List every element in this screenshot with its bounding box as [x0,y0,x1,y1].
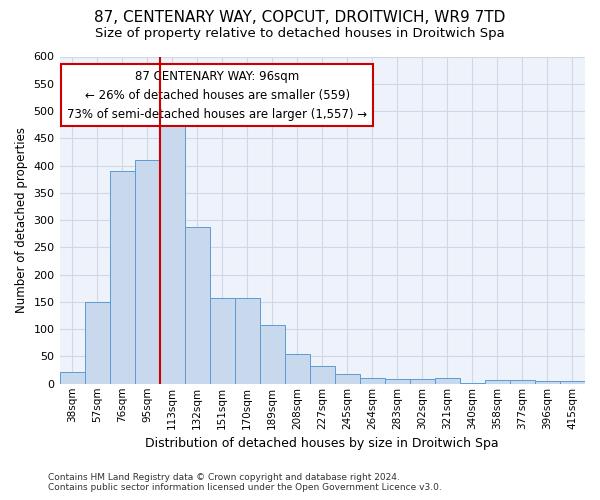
Bar [85,302,110,384]
Bar [535,381,560,384]
Bar [110,171,134,384]
X-axis label: Distribution of detached houses by size in Droitwich Spa: Distribution of detached houses by size … [145,437,499,450]
Text: 87 CENTENARY WAY: 96sqm
← 26% of detached houses are smaller (559)
73% of semi-d: 87 CENTENARY WAY: 96sqm ← 26% of detache… [67,70,367,120]
Bar [185,226,209,384]
Bar [160,114,185,384]
Text: Size of property relative to detached houses in Droitwich Spa: Size of property relative to detached ho… [95,28,505,40]
Bar [510,380,535,384]
Bar [335,374,360,384]
Bar [435,378,460,384]
Text: Contains HM Land Registry data © Crown copyright and database right 2024.
Contai: Contains HM Land Registry data © Crown c… [48,473,442,492]
Bar [485,380,510,384]
Bar [410,380,435,384]
Bar [209,298,235,384]
Y-axis label: Number of detached properties: Number of detached properties [15,127,28,313]
Bar [59,372,85,384]
Bar [360,378,385,384]
Bar [134,160,160,384]
Bar [260,325,285,384]
Bar [310,366,335,384]
Bar [285,354,310,384]
Bar [385,380,410,384]
Bar [560,381,585,384]
Bar [235,298,260,384]
Bar [460,382,485,384]
Text: 87, CENTENARY WAY, COPCUT, DROITWICH, WR9 7TD: 87, CENTENARY WAY, COPCUT, DROITWICH, WR… [94,10,506,25]
